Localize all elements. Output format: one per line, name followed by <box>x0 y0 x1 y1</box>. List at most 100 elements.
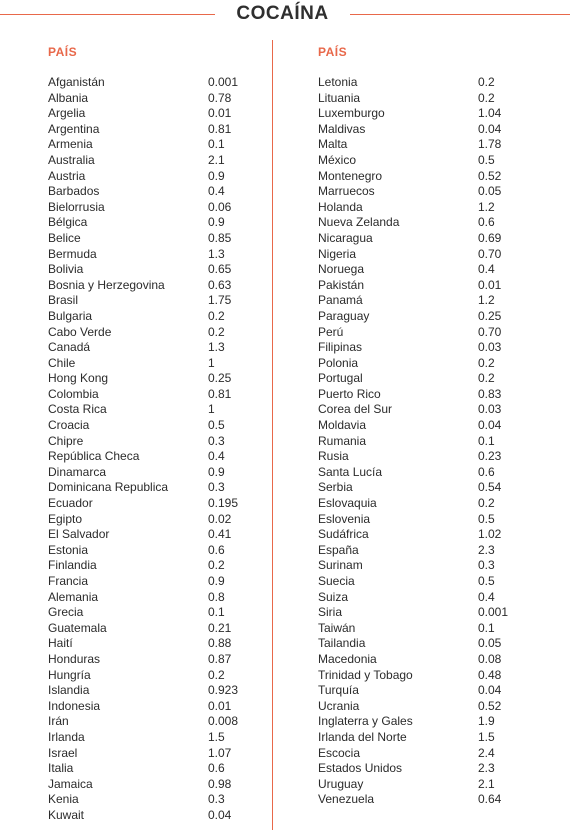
country-name: Belice <box>48 230 81 245</box>
table-row: Afganistán 0.001 <box>48 75 268 91</box>
country-name: Dominicana Republica <box>48 480 169 495</box>
table-row: Francia 0.9 <box>48 574 268 590</box>
country-value: 0.70 <box>478 324 502 339</box>
country-value: 0.1 <box>208 605 225 620</box>
country-value: 0.63 <box>208 277 232 292</box>
country-name: Bielorrusia <box>48 199 105 214</box>
country-name: Nueva Zelanda <box>318 215 400 230</box>
country-value: 0.04 <box>478 418 502 433</box>
table-row: Siria 0.001 <box>318 605 538 621</box>
table-row: Nueva Zelanda 0.6 <box>318 215 538 231</box>
country-name: Guatemala <box>48 620 107 635</box>
country-name: Francia <box>48 574 89 588</box>
country-value: 0.41 <box>208 527 232 542</box>
table-row: Dinamarca 0.9 <box>48 465 268 481</box>
table-row: Australia 2.1 <box>48 153 268 169</box>
country-value: 0.5 <box>478 574 495 588</box>
table-row: Guatemala 0.21 <box>48 621 268 637</box>
country-name: Montenegro <box>318 168 383 183</box>
country-value: 0.85 <box>208 230 232 245</box>
country-name: Inglaterra y Gales <box>318 714 413 729</box>
country-value: 0.5 <box>208 418 225 433</box>
table-row: Albania 0.78 <box>48 91 268 107</box>
country-value: 1.5 <box>478 729 495 744</box>
table-row: Bélgica 0.9 <box>48 215 268 231</box>
country-name: Corea del Sur <box>318 402 393 417</box>
country-value: 0.05 <box>478 636 502 651</box>
country-name: Colombia <box>48 386 99 401</box>
table-row: Panamá 1.2 <box>318 293 538 309</box>
country-value: 0.01 <box>208 106 232 121</box>
table-row: Argentina 0.81 <box>48 122 268 138</box>
country-value: 0.69 <box>478 230 502 245</box>
table-row: Alemania 0.8 <box>48 590 268 606</box>
table-row: México 0.5 <box>318 153 538 169</box>
country-value: 0.04 <box>208 807 232 822</box>
table-row: Serbia 0.54 <box>318 480 538 496</box>
country-name: Chile <box>48 355 76 370</box>
country-name: Kenia <box>48 792 79 807</box>
country-name: Taiwán <box>318 620 356 635</box>
country-name: Hungría <box>48 667 91 682</box>
country-name: Canadá <box>48 340 91 355</box>
country-name: Albania <box>48 90 89 105</box>
country-name: Santa Lucía <box>318 464 383 479</box>
table-row: Suiza 0.4 <box>318 590 538 606</box>
country-name: Bélgica <box>48 215 88 230</box>
table-row: Hungría 0.2 <box>48 668 268 684</box>
country-name: Irlanda <box>48 729 85 744</box>
country-value: 0.001 <box>208 75 239 89</box>
table-row: Cabo Verde 0.2 <box>48 325 268 341</box>
table-row: Uruguay 2.1 <box>318 777 538 793</box>
country-name: Rumania <box>318 433 367 448</box>
table-row: Brasil 1.75 <box>48 293 268 309</box>
country-name: Uruguay <box>318 776 364 791</box>
country-value: 0.9 <box>208 464 225 479</box>
table-row: Finlandia 0.2 <box>48 558 268 574</box>
table-row: Kenia 0.3 <box>48 792 268 808</box>
country-name: Moldavia <box>318 418 367 433</box>
country-value: 0.2 <box>208 308 225 323</box>
country-value: 0.1 <box>208 137 225 152</box>
table-row: Colombia 0.81 <box>48 387 268 403</box>
table-row: Luxemburgo 1.04 <box>318 106 538 122</box>
table-row: Macedonia 0.08 <box>318 652 538 668</box>
country-name: Argentina <box>48 121 100 136</box>
country-value: 1.2 <box>478 199 495 214</box>
country-value: 0.83 <box>478 386 502 401</box>
country-value: 0.23 <box>478 449 502 464</box>
country-name: Ucrania <box>318 698 360 713</box>
country-value: 0.52 <box>478 168 502 183</box>
country-name: Haití <box>48 636 73 651</box>
country-name: Ecuador <box>48 496 93 511</box>
table-row: Indonesia 0.01 <box>48 699 268 715</box>
country-name: Barbados <box>48 184 100 199</box>
country-value: 0.2 <box>478 496 495 511</box>
table-row: Eslovaquia 0.2 <box>318 496 538 512</box>
country-name: Luxemburgo <box>318 106 385 121</box>
country-column-left: PAÍS Afganistán 0.001 Albania 0.78 Argelia 0.… <box>48 45 268 824</box>
table-row: Lituania 0.2 <box>318 91 538 107</box>
country-name: Surinam <box>318 558 363 573</box>
country-value: 1.75 <box>208 293 232 308</box>
country-name: Escocia <box>318 745 361 760</box>
country-value: 0.2 <box>208 558 225 573</box>
country-name: Suiza <box>318 589 349 604</box>
table-row: Montenegro 0.52 <box>318 169 538 185</box>
country-value: 0.6 <box>208 761 225 776</box>
country-value: 0.06 <box>208 199 232 214</box>
country-value: 0.008 <box>208 714 239 729</box>
table-row: Italia 0.6 <box>48 761 268 777</box>
country-name: Bermuda <box>48 246 97 261</box>
country-value: 0.4 <box>208 449 225 464</box>
table-row: Israel 1.07 <box>48 746 268 762</box>
country-value: 0.6 <box>478 215 495 230</box>
table-row: Bielorrusia 0.06 <box>48 200 268 216</box>
country-name: Lituania <box>318 90 361 105</box>
country-value: 1.5 <box>208 729 225 744</box>
country-value: 0.64 <box>478 792 502 807</box>
table-row: Chipre 0.3 <box>48 434 268 450</box>
country-value: 0.923 <box>208 683 239 698</box>
country-name: Puerto Rico <box>318 386 381 401</box>
table-row: Barbados 0.4 <box>48 184 268 200</box>
